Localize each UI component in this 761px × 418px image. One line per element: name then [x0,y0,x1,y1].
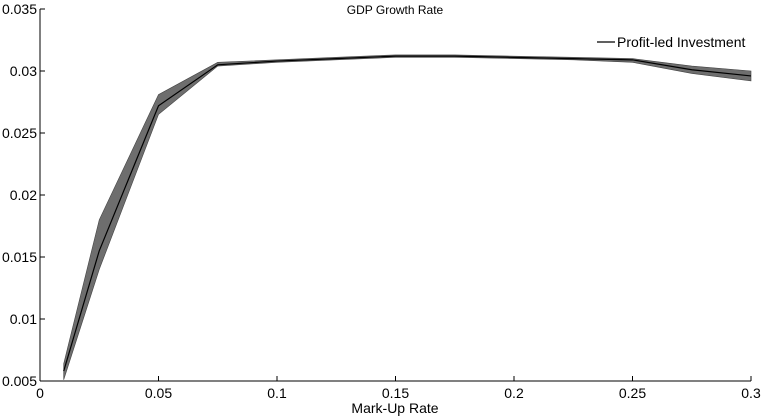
series-band-0 [63,54,752,380]
x-tick-label: 0.2 [504,385,524,401]
y-tick-label: 0.015 [2,249,37,265]
legend: Profit-led Investment [597,34,745,50]
x-tick-label: 0.3 [741,385,761,401]
series-line-0 [63,55,752,372]
y-tick-label: 0.03 [10,63,37,79]
x-tick-label: 0.1 [267,385,287,401]
y-tick-label: 0.035 [2,1,37,17]
x-axis-title: Mark-Up Rate [351,400,438,416]
chart-title: GDP Growth Rate [347,3,444,17]
series-lines [63,55,752,372]
y-tick-label: 0.02 [10,187,37,203]
y-ticks: 0.005 0.01 0.015 0.02 0.025 0.03 0.035 [2,1,45,389]
y-tick-label: 0.01 [10,311,37,327]
x-tick-label: 0.15 [382,385,409,401]
y-tick-label: 0.005 [2,373,37,389]
confidence-bands [63,54,752,380]
x-tick-label: 0.25 [619,385,646,401]
y-tick-label: 0.025 [2,125,37,141]
x-tick-label: 0 [36,385,44,401]
legend-label-0: Profit-led Investment [617,34,745,50]
x-ticks: 0 0.05 0.1 0.15 0.2 0.25 0.3 [36,376,761,401]
x-tick-label: 0.05 [145,385,172,401]
